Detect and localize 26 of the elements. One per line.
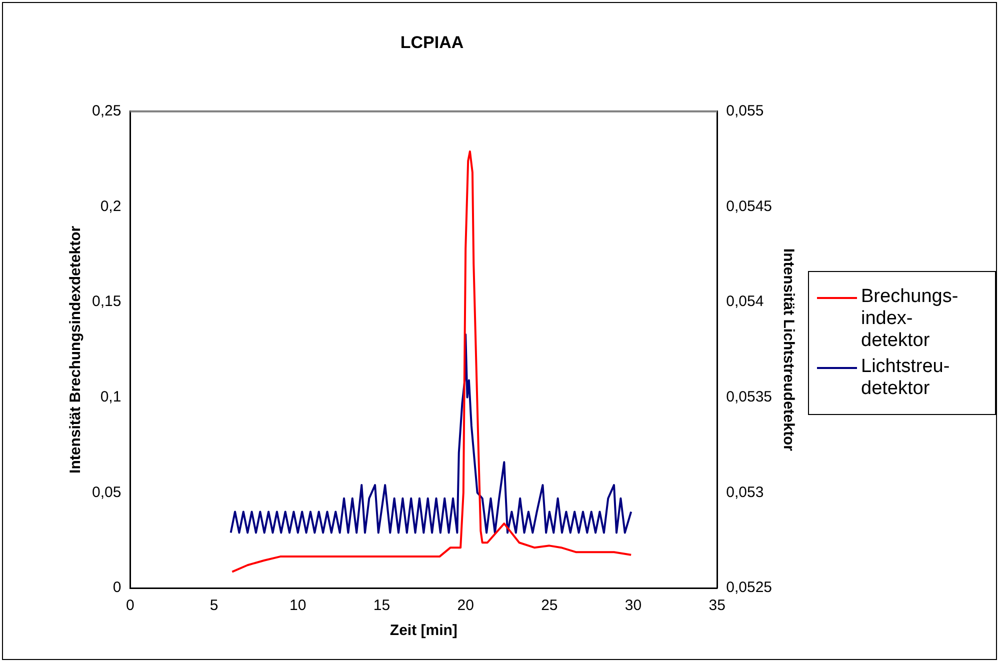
y-tick-label: 0,15	[92, 293, 122, 310]
y2-tick-label: 0,055	[726, 102, 764, 120]
chart-title: LCPIAA	[400, 32, 464, 52]
y2-tick-label: 0,0545	[726, 198, 772, 215]
y-tick-label: 0,25	[92, 102, 122, 120]
x-tick-label: 35	[708, 597, 726, 614]
y-axis-title: Intensität Brechungsindexdetektor	[67, 226, 84, 474]
y2-tick-label: 0,053	[726, 484, 764, 501]
y2-axis-title: Intensität Lichtstreudetektor	[780, 248, 797, 452]
y2-tick-label: 0,0525	[726, 579, 772, 596]
x-tick-label: 20	[457, 597, 474, 614]
x-tick-label: 10	[290, 597, 306, 614]
y2-tick-label: 0,0535	[726, 388, 772, 406]
x-tick-label: 5	[210, 597, 218, 614]
y-tick-label: 0	[112, 579, 122, 596]
x-axis-title: Zeit [min]	[390, 622, 458, 640]
x-tick-label: 25	[541, 597, 558, 614]
x-tick-label: 15	[373, 597, 390, 614]
x-tick-label: 0	[126, 597, 134, 614]
x-tick-label: 30	[624, 597, 642, 614]
y2-tick-label: 0,054	[726, 293, 764, 310]
y-tick-label: 0,05	[92, 484, 122, 501]
y-tick-label: 0,1	[100, 388, 122, 406]
y-tick-label: 0,2	[100, 198, 122, 215]
legend-label: Lichtstreu-detektor	[861, 356, 951, 400]
legend-label: Brechungs-index-detektor	[861, 286, 960, 352]
